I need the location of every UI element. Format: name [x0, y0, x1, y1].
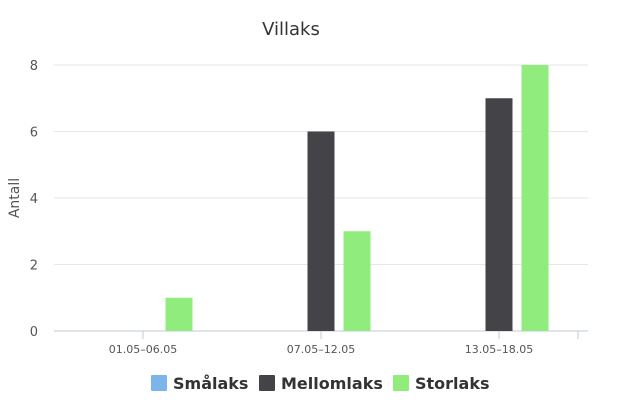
y-tick-label: 2 [30, 259, 38, 274]
legend: Smålaks Mellomlaks Storlaks [151, 374, 490, 393]
y-tick-label: 4 [30, 192, 38, 207]
bar-mellomlaks-1[interactable] [307, 131, 335, 332]
y-tick-label: 6 [30, 126, 38, 141]
x-tick-label: 07.05–12.05 [287, 343, 355, 356]
legend-swatch [259, 375, 275, 391]
legend-item-storlaks[interactable]: Storlaks [393, 374, 490, 393]
bars [165, 65, 549, 332]
legend-item-smålaks[interactable]: Smålaks [151, 374, 248, 393]
legend-label: Mellomlaks [281, 374, 383, 393]
x-tick-label: 13.05–18.05 [465, 343, 533, 356]
legend-label: Smålaks [173, 374, 248, 393]
legend-swatch [151, 375, 167, 391]
bar-storlaks-1[interactable] [343, 231, 371, 331]
y-tick-label: 0 [30, 325, 38, 340]
chart-title: Villaks [262, 19, 320, 40]
bar-mellomlaks-2[interactable] [485, 98, 513, 331]
x-tick-label: 01.05–06.05 [109, 343, 177, 356]
legend-swatch [393, 375, 409, 391]
x-ticks: 01.05–06.05 07.05–12.05 13.05–18.05 [109, 331, 579, 356]
bar-storlaks-0[interactable] [165, 297, 193, 331]
y-tick-label: 8 [30, 59, 38, 74]
legend-item-mellomlaks[interactable]: Mellomlaks [259, 374, 383, 393]
legend-label: Storlaks [415, 374, 490, 393]
bar-storlaks-2[interactable] [521, 65, 549, 331]
y-axis-label: Antall [7, 178, 23, 218]
